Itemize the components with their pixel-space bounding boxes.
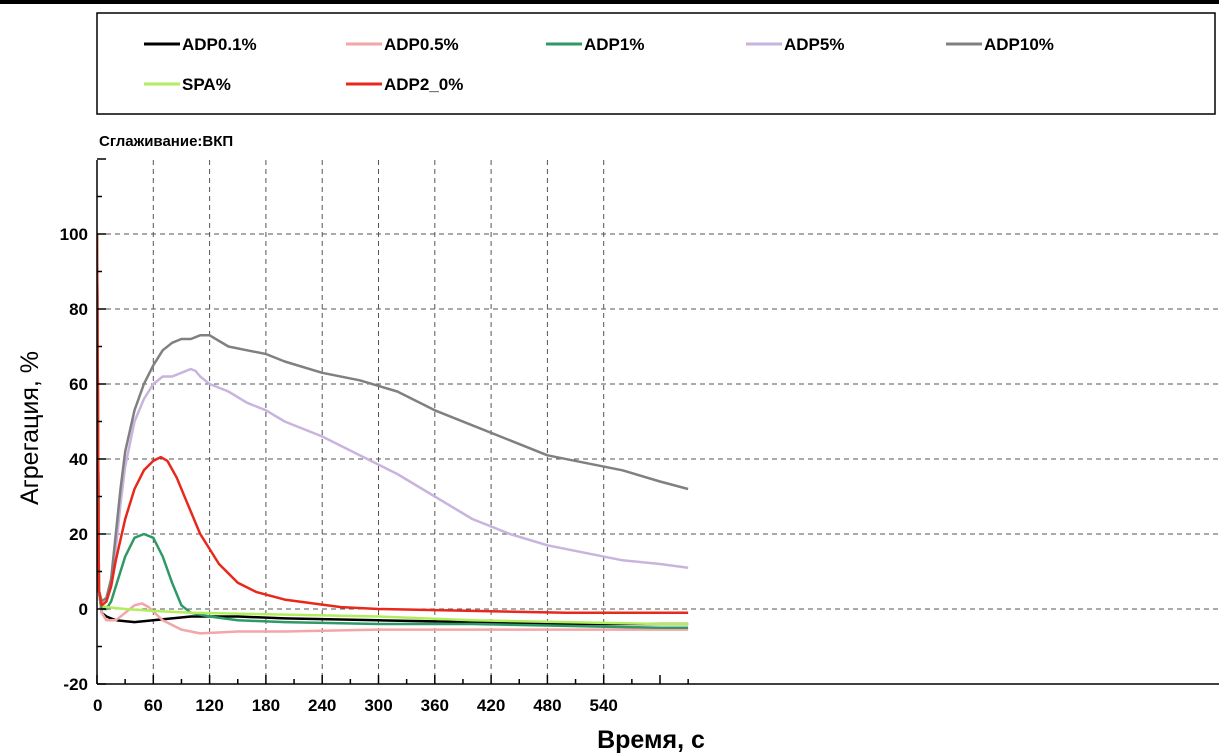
series-line-adp0-5-	[97, 233, 689, 635]
legend-label: SPA%	[182, 75, 231, 94]
series-line-adp5-	[97, 233, 689, 603]
y-axis-title: Агрегация, %	[16, 351, 44, 505]
y-tick-label: 0	[79, 600, 88, 619]
legend-label: ADP1%	[584, 35, 644, 54]
top-border	[0, 0, 1219, 4]
legend-label: ADP0.5%	[384, 35, 459, 54]
plot-area	[97, 233, 689, 635]
y-tick-label: 20	[69, 525, 88, 544]
y-tick-label: 80	[69, 300, 88, 319]
x-axis-title: Время, с	[597, 726, 705, 754]
x-tick-label: 420	[477, 696, 505, 715]
x-tick-label: 300	[364, 696, 392, 715]
x-tick-label: 0	[93, 696, 102, 715]
x-tick-label: 540	[590, 696, 618, 715]
x-tick-label: 180	[252, 696, 280, 715]
series-line-spa-	[97, 233, 689, 626]
y-tick-label: -20	[63, 675, 88, 694]
y-tick-label: 60	[69, 375, 88, 394]
x-tick-label: 120	[195, 696, 223, 715]
x-tick-label: 480	[533, 696, 561, 715]
legend-label: ADP2_0%	[384, 75, 463, 94]
series-line-adp0-1-	[97, 233, 689, 626]
legend-label: ADP0.1%	[182, 35, 257, 54]
legend-label: ADP5%	[784, 35, 844, 54]
series-line-adp1-	[97, 233, 689, 630]
x-tick-label: 360	[421, 696, 449, 715]
chart-subtitle: Сглаживание:ВКП	[99, 133, 233, 150]
legend: ADP0.1% ADP0.5% ADP1% ADP5% ADP10% SPA% ADP2_0…	[144, 35, 1054, 94]
y-tick-label: 100	[60, 225, 88, 244]
series-line-adp10-	[97, 233, 689, 603]
series-line-adp2-0-	[97, 233, 689, 615]
axis-ticks: 0 60 120 180 240 300 360 420 480 540 -20 0 20 40 60 80 1…	[60, 158, 689, 715]
gridlines	[97, 160, 1219, 685]
legend-label: ADP10%	[984, 35, 1054, 54]
y-tick-label: 40	[69, 450, 88, 469]
legend-box	[96, 12, 1216, 115]
x-tick-label: 60	[144, 696, 163, 715]
x-tick-label: 240	[308, 696, 336, 715]
